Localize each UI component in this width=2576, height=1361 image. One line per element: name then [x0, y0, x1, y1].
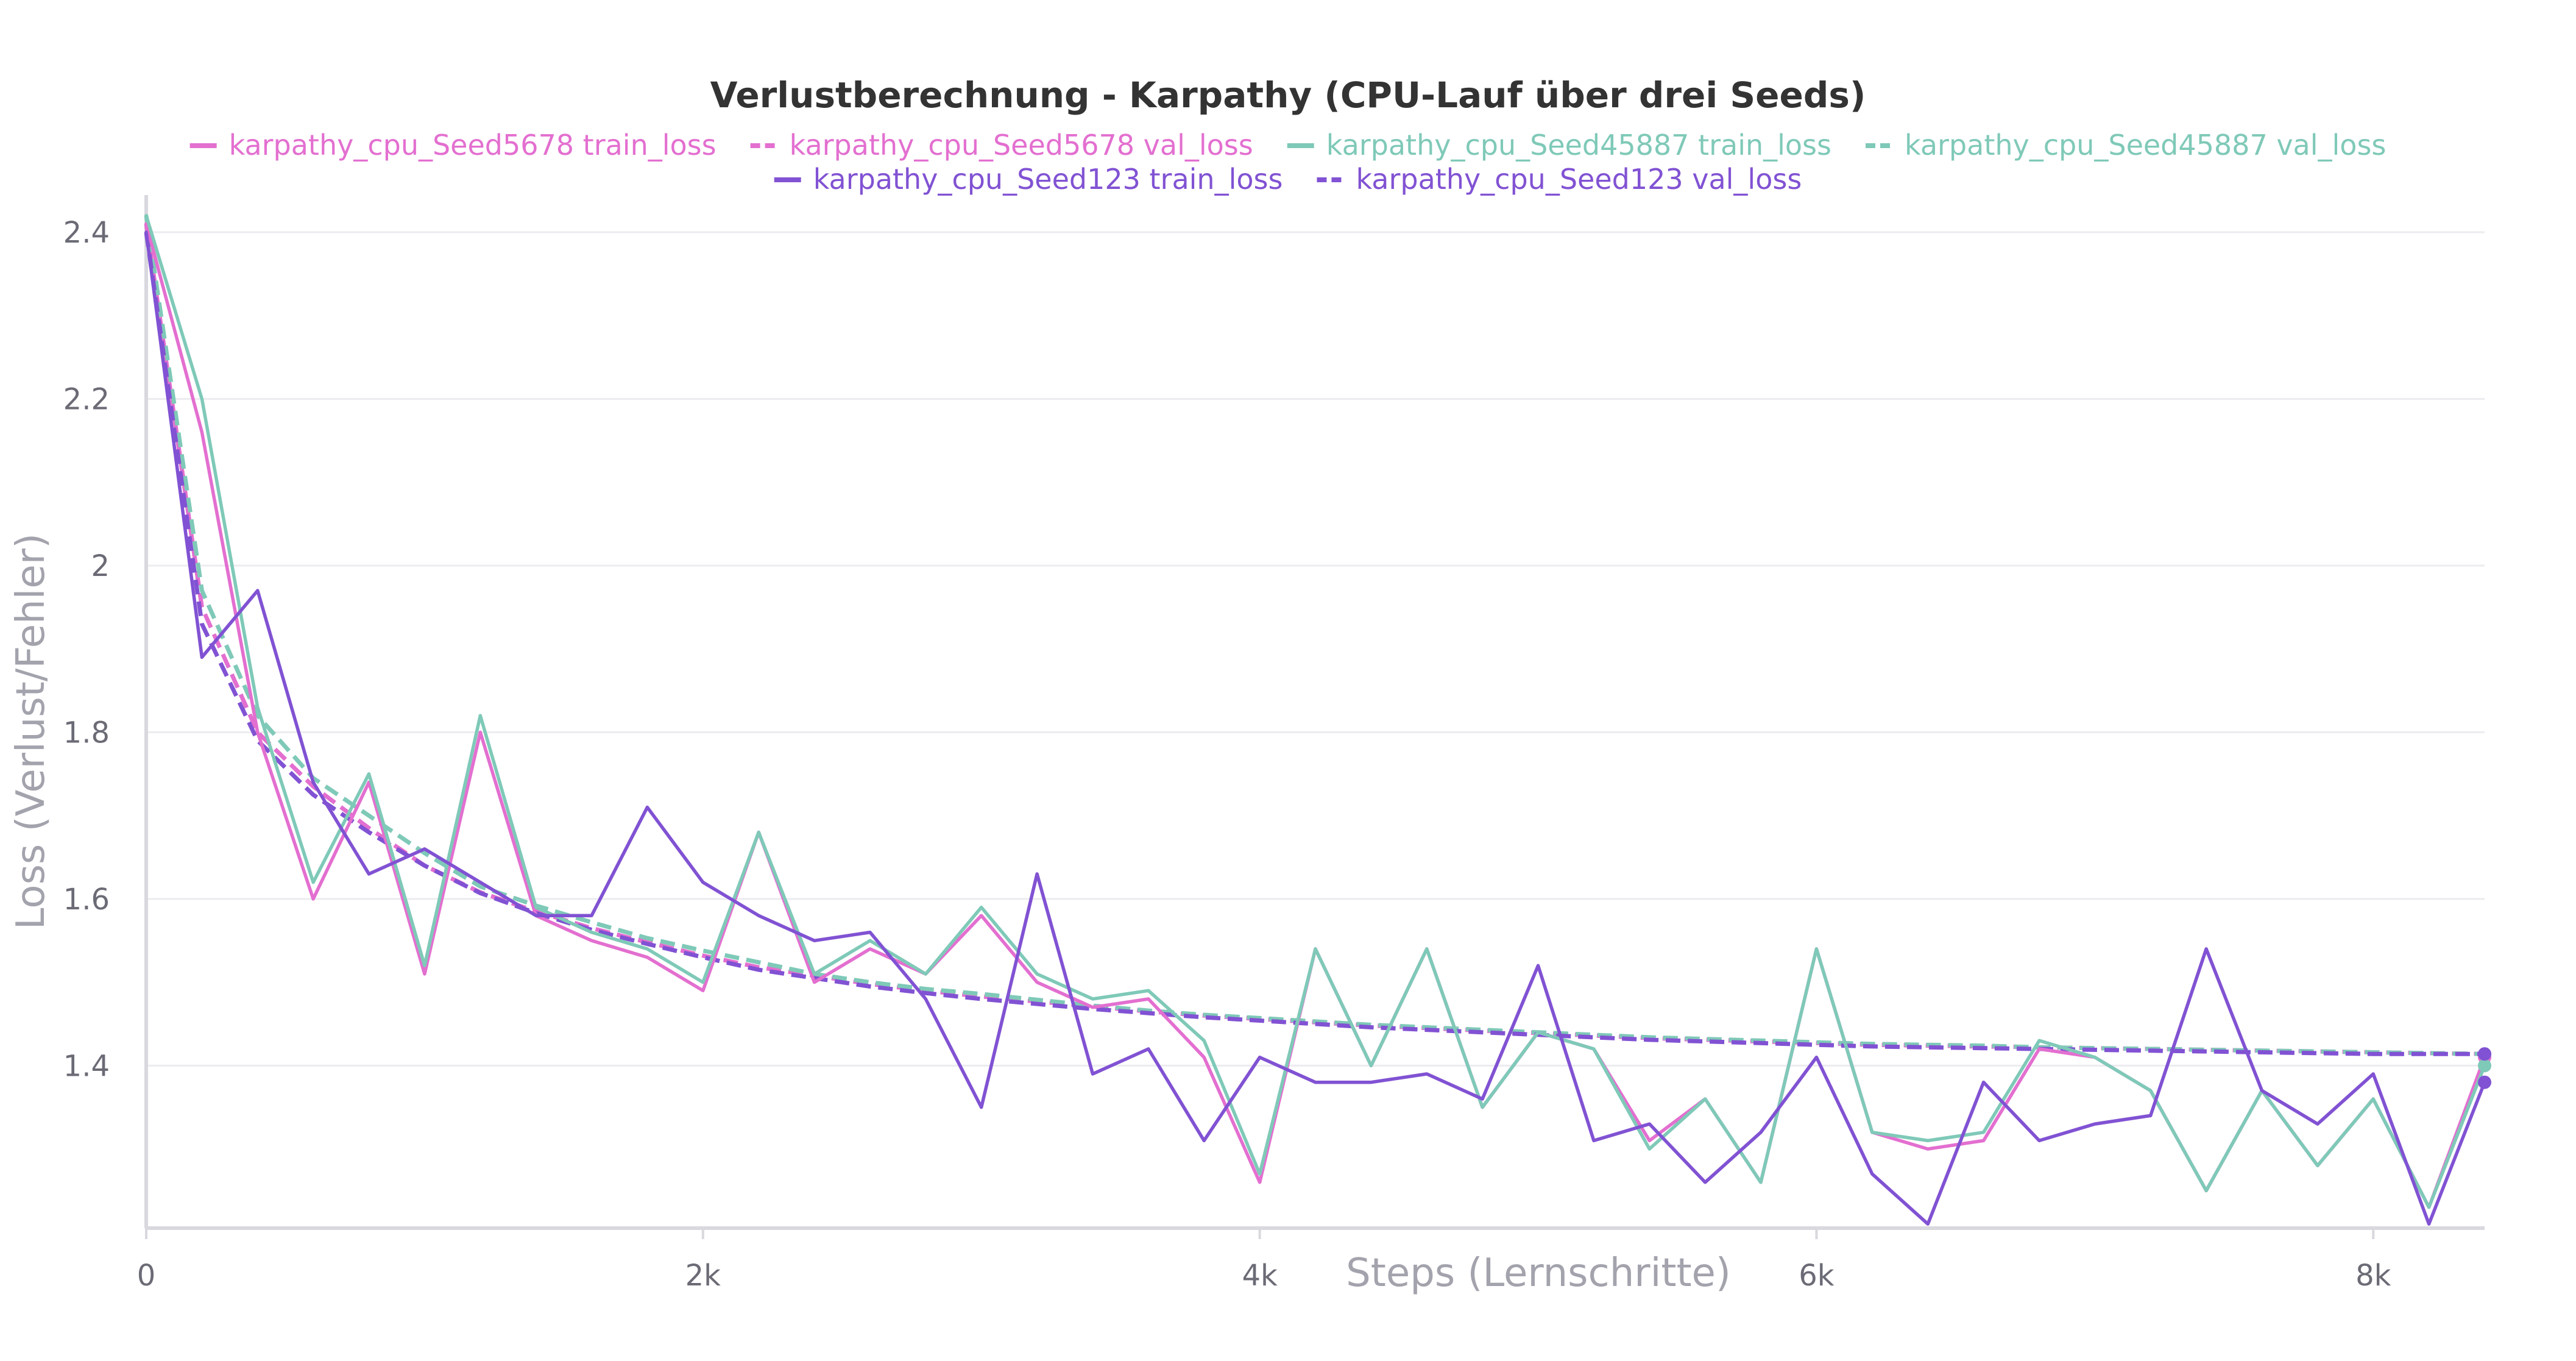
axes: [144, 195, 2485, 1230]
y-tick-label: 2.2: [63, 382, 110, 416]
legend-label: karpathy_cpu_Seed5678 val_loss: [790, 129, 1253, 162]
y-tick-label: 1.8: [63, 716, 110, 750]
x-tick-label: 2k: [685, 1259, 721, 1293]
legend-item-karpathy-cpu-seed5678-train-loss[interactable]: karpathy_cpu_Seed5678 train_loss: [189, 129, 717, 162]
legend-label: karpathy_cpu_Seed123 train_loss: [813, 163, 1283, 196]
chart-title: Verlustberechnung - Karpathy (CPU-Lauf ü…: [710, 74, 1866, 116]
legend-label: karpathy_cpu_Seed123 val_loss: [1356, 163, 1802, 196]
legend-item-karpathy-cpu-seed5678-val-loss[interactable]: karpathy_cpu_Seed5678 val_loss: [750, 129, 1253, 162]
legend-item-karpathy-cpu-seed45887-val-loss[interactable]: karpathy_cpu_Seed45887 val_loss: [1866, 129, 2386, 162]
series-end-points: [2478, 1047, 2491, 1089]
x-tick-label: 8k: [2355, 1259, 2391, 1293]
y-tick-label: 1.6: [63, 883, 110, 917]
legend-item-karpathy-cpu-seed45887-train-loss[interactable]: karpathy_cpu_Seed45887 train_loss: [1287, 129, 1831, 162]
series-lines: [144, 213, 2486, 1226]
x-tick-label: 4k: [1242, 1259, 1278, 1293]
y-axis-label: Loss (Verlust/Fehler): [9, 533, 54, 929]
x-tick-label: 0: [137, 1259, 156, 1293]
y-tick-label: 2: [91, 549, 110, 583]
y-tick-label: 2.4: [63, 216, 110, 250]
series-end-point: [2478, 1059, 2491, 1073]
legend-item-karpathy-cpu-seed123-train-loss[interactable]: karpathy_cpu_Seed123 train_loss: [774, 163, 1283, 196]
legend-label: karpathy_cpu_Seed5678 train_loss: [229, 129, 717, 162]
series-line-karpathy-cpu-seed45887-train-loss: [144, 213, 2486, 1209]
x-tick-label: 6k: [1799, 1259, 1835, 1293]
grid-lines: [146, 231, 2485, 1067]
y-tick-labels: 1.4 1.6 1.8 2 2.2 2.4: [63, 216, 110, 1083]
series-line-karpathy-cpu-seed123-train-loss: [144, 230, 2486, 1226]
series-end-point: [2478, 1075, 2491, 1089]
legend-label: karpathy_cpu_Seed45887 train_loss: [1326, 129, 1831, 162]
legend-label: karpathy_cpu_Seed45887 val_loss: [1905, 129, 2386, 162]
legend: karpathy_cpu_Seed5678 train_loss karpathy…: [189, 129, 2386, 196]
x-axis-label: Steps (Lernschritte): [1346, 1251, 1731, 1296]
series-end-point: [2478, 1047, 2491, 1061]
legend-item-karpathy-cpu-seed123-val-loss[interactable]: karpathy_cpu_Seed123 val_loss: [1317, 163, 1802, 196]
x-tick-labels: 0 2k 4k 6k 8k: [137, 1228, 2391, 1293]
y-tick-label: 1.4: [63, 1049, 110, 1083]
